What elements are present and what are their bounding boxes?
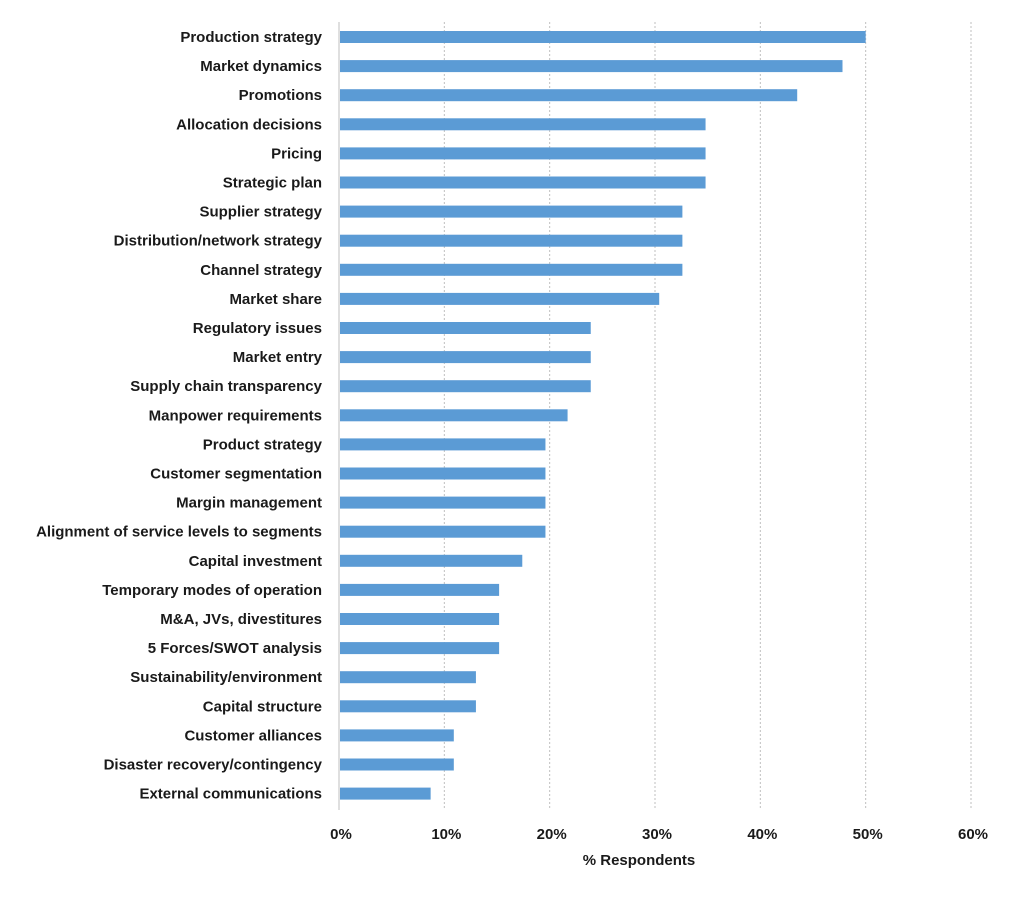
category-label: External communications — [139, 786, 322, 803]
category-label: Promotions — [239, 87, 322, 104]
category-label: Alignment of service levels to segments — [36, 524, 322, 541]
x-tick-label: 60% — [958, 826, 988, 843]
category-label: Pricing — [271, 145, 322, 162]
x-tick-labels: 0% 10% 20% 30% 40% 50% 60% — [330, 826, 988, 843]
bar — [340, 729, 454, 742]
bar — [340, 380, 591, 393]
bar — [340, 89, 798, 102]
category-label: Customer alliances — [184, 727, 322, 744]
category-label: Strategic plan — [223, 175, 322, 192]
x-tick-label: 30% — [642, 826, 672, 843]
bar — [340, 554, 523, 567]
category-label: Allocation decisions — [176, 116, 322, 133]
x-tick-label: 40% — [747, 826, 777, 843]
bar — [340, 31, 866, 43]
x-axis-title: % Respondents — [583, 852, 696, 869]
bar — [340, 205, 683, 218]
category-label: Supplier strategy — [199, 204, 322, 221]
category-label: Sustainability/environment — [130, 669, 322, 686]
category-label: Capital structure — [203, 698, 322, 715]
bar — [340, 583, 500, 596]
category-label: M&A, JVs, divestitures — [160, 611, 322, 628]
bar — [340, 438, 546, 451]
bar — [340, 263, 683, 276]
category-label: Market dynamics — [200, 58, 322, 75]
bar — [340, 322, 591, 334]
bar — [340, 351, 591, 364]
bar — [340, 147, 706, 160]
bar — [340, 613, 500, 625]
category-label: Temporary modes of operation — [102, 582, 322, 599]
category-label: Capital investment — [189, 553, 322, 570]
category-label: Customer segmentation — [150, 466, 322, 483]
x-tick-label: 50% — [853, 826, 883, 843]
category-label: Channel strategy — [200, 262, 322, 279]
bar — [340, 496, 546, 509]
category-label: Production strategy — [180, 29, 322, 46]
category-label: Manpower requirements — [149, 407, 322, 424]
bar — [340, 467, 546, 480]
category-label: Market entry — [233, 349, 323, 366]
x-tick-label: 0% — [330, 826, 352, 843]
category-label: Regulatory issues — [193, 320, 322, 337]
bar — [340, 292, 660, 305]
category-label: Disaster recovery/contingency — [104, 757, 323, 774]
category-label: 5 Forces/SWOT analysis — [148, 640, 322, 657]
bar — [340, 787, 431, 800]
bar — [340, 525, 546, 538]
bar — [340, 642, 500, 655]
bar — [340, 671, 476, 684]
x-tick-label: 20% — [537, 826, 567, 843]
bar — [340, 118, 706, 131]
bar — [340, 409, 568, 422]
category-label: Market share — [229, 291, 322, 308]
category-labels: Production strategy Market dynamics Promot… — [36, 29, 323, 803]
category-label: Distribution/network strategy — [114, 233, 323, 250]
category-label: Product strategy — [203, 436, 323, 453]
bar — [340, 234, 683, 247]
bar — [340, 700, 476, 713]
bar — [340, 758, 454, 771]
bar — [340, 176, 706, 189]
bar — [340, 60, 843, 73]
category-label: Margin management — [176, 495, 322, 512]
bars — [340, 31, 866, 800]
category-label: Supply chain transparency — [130, 378, 322, 395]
x-tick-label: 10% — [431, 826, 461, 843]
